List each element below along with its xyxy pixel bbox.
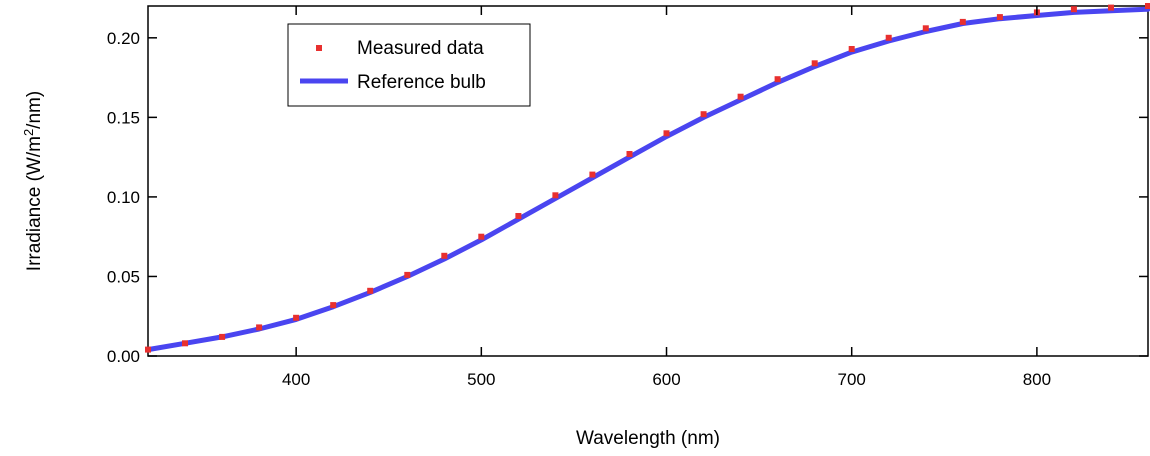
series-layer <box>145 3 1150 353</box>
legend-label-measured: Measured data <box>357 38 484 59</box>
data-point-measured-14 <box>663 130 670 137</box>
series-line-reference-bulb <box>145 6 1150 353</box>
legend-label-reference: Reference bulb <box>357 72 486 93</box>
y-axis-label-superscript: 2 <box>21 129 36 136</box>
y-axis-label-tail: /nm) <box>24 91 45 129</box>
data-point-measured-0 <box>145 346 151 353</box>
data-point-measured-22 <box>959 18 966 25</box>
data-point-measured-4 <box>293 314 300 321</box>
data-point-measured-1 <box>182 340 188 347</box>
data-point-measured-9 <box>478 233 485 240</box>
y-axis-label-main: Irradiance (W/m <box>24 136 45 271</box>
data-point-measured-13 <box>626 151 633 157</box>
y-tick-label-0.00: 0.00 <box>107 347 140 366</box>
y-tick-label-0.10: 0.10 <box>107 188 140 207</box>
legend-box <box>287 23 531 107</box>
y-axis-label: Irradiance (W/m2/nm) <box>21 91 46 271</box>
legend: Measured data Reference bulb <box>287 23 531 107</box>
x-tick-label-600: 600 <box>652 370 680 389</box>
x-tick-label-800: 800 <box>1023 370 1051 389</box>
data-point-measured-16 <box>737 93 744 100</box>
data-point-measured-10 <box>515 213 522 219</box>
plot-border <box>147 5 1149 357</box>
y-tick-label-0.20: 0.20 <box>107 29 140 48</box>
y-axis: 0.00 0.05 0.10 0.15 0.20 <box>107 29 1148 366</box>
data-point-measured-12 <box>589 171 596 178</box>
data-point-measured-23 <box>996 14 1003 21</box>
data-point-measured-6 <box>367 287 374 294</box>
data-point-measured-21 <box>922 25 929 32</box>
data-point-measured-19 <box>848 46 855 52</box>
x-tick-label-700: 700 <box>838 370 866 389</box>
plot-frame <box>147 5 1149 357</box>
x-axis-label: Wavelength (nm) <box>576 428 720 449</box>
data-point-measured-17 <box>774 76 781 83</box>
data-point-measured-27 <box>1145 3 1150 9</box>
data-point-measured-8 <box>441 252 448 259</box>
y-tick-label-0.05: 0.05 <box>107 267 140 286</box>
data-point-measured-18 <box>811 60 818 67</box>
x-axis: 400 500 600 700 800 <box>282 6 1051 389</box>
data-point-measured-2 <box>219 333 226 340</box>
data-point-measured-7 <box>404 271 411 278</box>
y-tick-label-0.15: 0.15 <box>107 108 140 127</box>
x-tick-label-400: 400 <box>282 370 310 389</box>
x-tick-label-500: 500 <box>467 370 495 389</box>
data-point-measured-15 <box>700 111 707 118</box>
data-point-measured-11 <box>552 192 559 199</box>
data-point-measured-26 <box>1108 4 1114 11</box>
legend-swatch-measured <box>316 45 322 51</box>
data-point-measured-20 <box>885 34 892 41</box>
data-point-measured-3 <box>256 324 263 331</box>
data-point-measured-5 <box>330 302 337 309</box>
data-point-measured-25 <box>1070 6 1077 13</box>
